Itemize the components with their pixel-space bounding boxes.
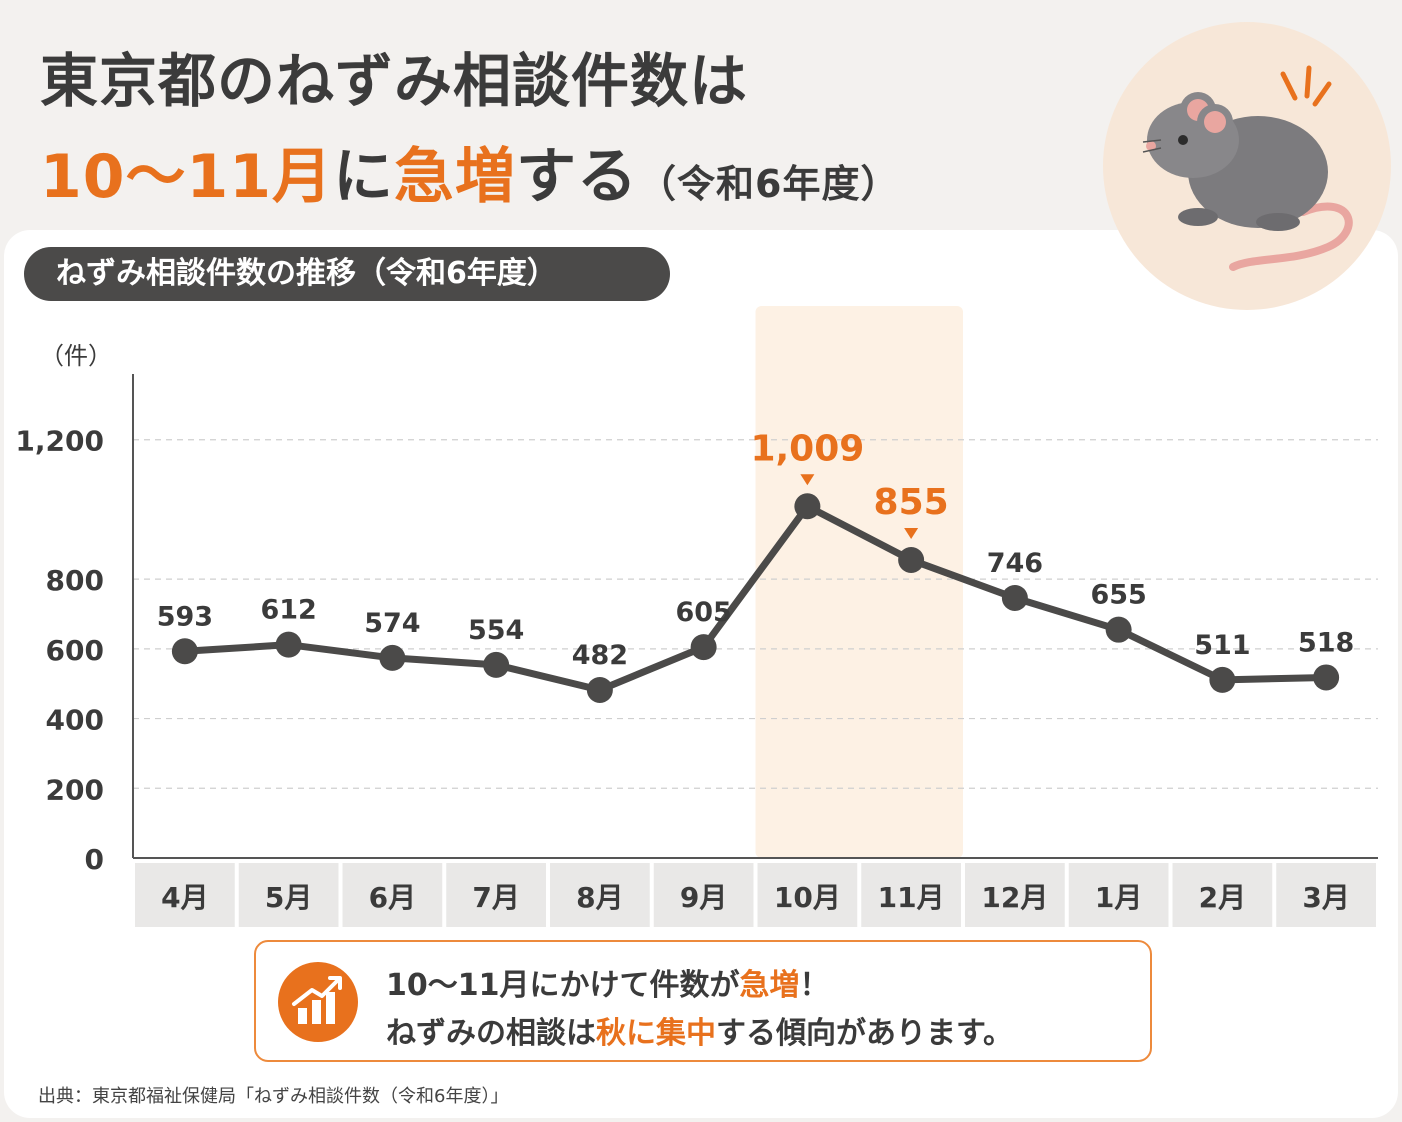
y-tick-label: 400 <box>46 704 104 737</box>
data-label: 655 <box>1090 580 1146 611</box>
data-label: 574 <box>364 608 420 639</box>
x-tick-label: 3月 <box>1302 881 1349 914</box>
x-tick-label: 10月 <box>774 881 841 914</box>
x-tick-label: 5月 <box>265 881 312 914</box>
mouse-icon <box>1142 65 1353 271</box>
highlight-marker <box>800 474 815 486</box>
callout-line2: ねずみの相談は秋に集中する傾向があります。 <box>386 1008 1013 1052</box>
x-category-tile <box>861 863 961 927</box>
highlight-marker <box>904 527 919 539</box>
source-note: 出典：東京都福祉保健局「ねずみ相談件数（令和6年度）」 <box>38 1086 509 1107</box>
callout-line1-end: ！ <box>799 968 830 1003</box>
data-label: 554 <box>468 615 524 646</box>
highlight-band <box>755 306 963 858</box>
data-point <box>1105 616 1132 643</box>
data-label: 746 <box>987 548 1043 579</box>
callout-box: 10〜11月にかけて件数が急増！ ねずみの相談は秋に集中する傾向があります。 <box>254 940 1152 1062</box>
data-point <box>483 651 510 678</box>
headline-accent-months: 10〜11月 <box>40 142 333 212</box>
data-label: 518 <box>1298 627 1354 658</box>
x-category-tile <box>135 863 235 927</box>
x-category-tile <box>342 863 443 927</box>
chart-title: ねずみ相談件数の推移（令和6年度） <box>24 247 670 301</box>
y-axis-unit: （件） <box>40 342 112 370</box>
callout-line2-accent: 秋に集中 <box>596 1016 716 1051</box>
x-category-tile <box>757 863 858 927</box>
x-tick-label: 12月 <box>981 881 1048 914</box>
data-label: 482 <box>572 640 628 671</box>
data-point <box>1209 666 1236 693</box>
x-tick-label: 9月 <box>680 881 727 914</box>
headline-line1: 東京都のねずみ相談件数は <box>40 47 749 115</box>
data-label: 511 <box>1194 630 1250 661</box>
mouse-illustration <box>1103 22 1391 310</box>
data-point <box>1313 664 1340 691</box>
data-point <box>690 634 717 661</box>
callout-line1-text: 10〜11月にかけて件数が <box>386 968 740 1003</box>
x-category-tile <box>238 863 339 927</box>
x-tick-label: 7月 <box>472 881 519 914</box>
data-label: 612 <box>260 595 316 626</box>
data-point <box>379 644 406 671</box>
headline-verb: する <box>516 142 638 212</box>
data-label: 605 <box>675 597 731 628</box>
x-tick-label: 6月 <box>369 881 416 914</box>
y-tick-label: 0 <box>85 843 104 876</box>
data-point <box>898 546 925 573</box>
growth-chart-icon <box>278 962 358 1042</box>
data-label: 855 <box>874 482 949 523</box>
x-tick-label: 11月 <box>878 881 945 914</box>
callout-line1: 10〜11月にかけて件数が急増！ <box>386 960 830 1004</box>
headline-accent-surge: 急増 <box>394 142 516 212</box>
headline-particle: に <box>333 142 394 212</box>
x-category-tile <box>446 863 546 927</box>
y-tick-label: 1,200 <box>15 425 104 458</box>
data-label: 593 <box>157 601 213 632</box>
x-category-tile <box>1276 863 1376 927</box>
callout-line2-end: する傾向があります。 <box>716 1016 1013 1051</box>
callout-line2-text: ねずみの相談は <box>386 1016 596 1051</box>
data-point <box>586 676 613 703</box>
line-chart: 0 200 400 600 800 1,200 （件） 4月 5月 6月 7月 8月 9月 10月 11月… <box>15 306 1378 927</box>
x-category-tile <box>965 863 1065 927</box>
series-line <box>181 502 1330 694</box>
x-category-tile <box>1068 863 1169 927</box>
y-tick-label: 800 <box>46 564 104 597</box>
data-point <box>794 493 821 520</box>
data-point <box>275 631 302 658</box>
y-tick-label: 200 <box>46 773 104 806</box>
y-tick-label: 600 <box>46 634 104 667</box>
data-point <box>1001 584 1028 611</box>
x-category-tile <box>653 863 754 927</box>
x-tick-label: 4月 <box>161 881 208 914</box>
headline-year: （令和6年度） <box>638 162 900 206</box>
x-category-tile <box>550 863 650 927</box>
callout-line1-accent: 急増 <box>739 968 800 1003</box>
headline-line2: 10〜11月に急増する（令和6年度） <box>40 128 899 215</box>
data-point <box>171 638 198 665</box>
data-label: 1,009 <box>750 428 864 469</box>
x-category-tile <box>1172 863 1273 927</box>
x-tick-label: 1月 <box>1095 881 1142 914</box>
x-tick-label: 8月 <box>576 881 623 914</box>
x-tick-label: 2月 <box>1199 881 1246 914</box>
